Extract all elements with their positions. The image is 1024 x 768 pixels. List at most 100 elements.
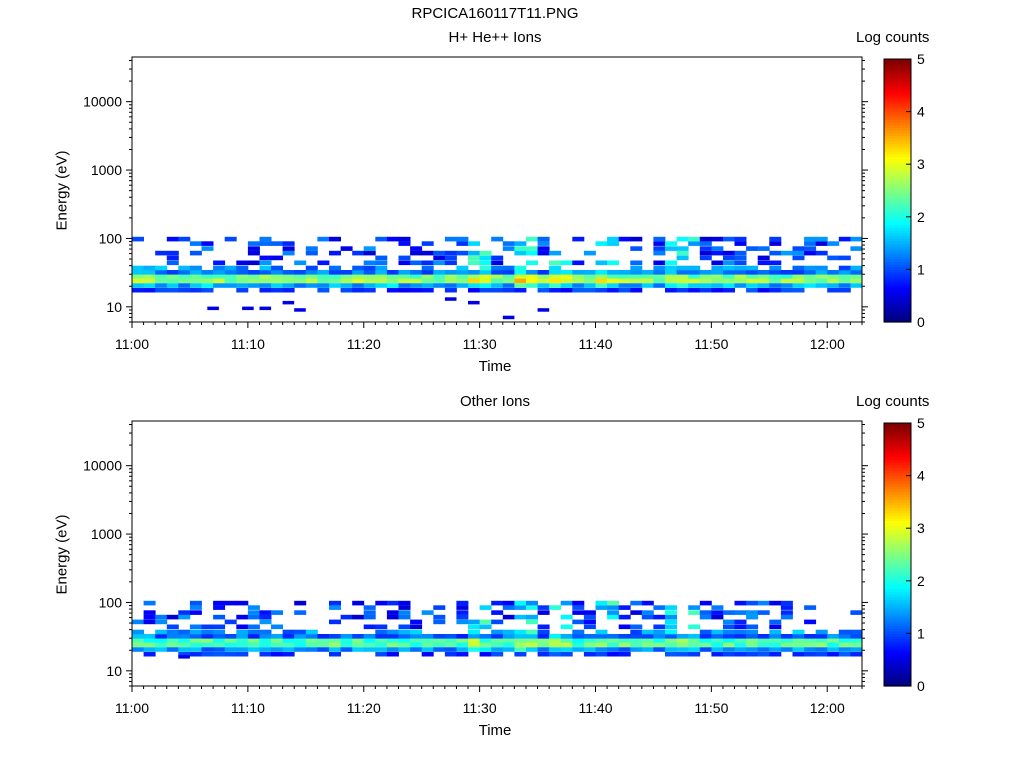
heatmap-cell [815,265,828,271]
heatmap-cell [780,600,793,606]
heatmap-cell [352,638,365,643]
colorbar-segment [884,266,911,270]
heatmap-cell [410,647,423,652]
heatmap-cell [780,634,793,639]
heatmap-cell [317,287,330,293]
heatmap-cell [398,624,411,630]
heatmap-cell [189,605,202,610]
heatmap-cell [665,647,677,652]
heatmap-cell [305,642,318,648]
heatmap-cell [352,287,365,293]
heatmap-cell [259,265,272,271]
heatmap-cell [502,647,515,652]
heatmap-cell [734,274,747,279]
heatmap-cell [224,278,237,284]
colorbar-segment [884,599,911,603]
heatmap-cell [271,634,283,639]
heatmap-cell [456,270,469,275]
heatmap-cell [224,274,237,279]
heatmap-cell [665,629,677,635]
colorbar-segment [884,612,911,616]
colorbar-segment [884,82,911,86]
colorbar-segment [884,604,911,608]
heatmap-cell [166,278,179,284]
heatmap-cell [549,274,562,279]
heatmap-cell [815,278,828,284]
heatmap-cell [607,236,620,242]
heatmap-cell [537,624,550,630]
heatmap-cell [653,274,666,279]
heatmap-cell [178,651,191,657]
heatmap-cell [549,260,562,266]
heatmap-cell [178,629,191,635]
heatmap-cell [526,270,538,275]
colorbar-segment [884,675,911,679]
heatmap-cell [583,651,596,657]
heatmap-cell [838,642,851,648]
heatmap-cell [375,283,388,288]
colorbar-segment [884,620,911,624]
heatmap-cell [688,624,701,630]
heatmap-cell [386,287,399,293]
heatmap-cell [375,260,388,266]
heatmap-cell [676,265,689,271]
heatmap-cell [607,634,620,639]
heatmap-cell [827,651,840,657]
heatmap-cell [363,250,376,256]
heatmap-cell [699,283,712,288]
heatmap-cell [132,265,144,271]
heatmap-cell [259,283,272,288]
colorbar-segment [884,87,911,92]
colorbar-segment [884,462,911,466]
heatmap-cell [723,287,735,293]
colorbar [884,423,911,687]
heatmap-cell [699,600,712,606]
heatmap-cell [468,647,480,652]
heatmap-cell [329,283,341,288]
heatmap-cell [792,634,805,639]
heatmap-cell [746,287,759,293]
heatmap-cell [329,642,341,648]
colorbar-segment [884,240,911,244]
heatmap-cell [444,250,457,256]
heatmap-cell [595,634,608,639]
heatmap-cell [259,287,272,293]
heatmap-cell [572,605,585,610]
colorbar-segment [884,264,911,268]
heatmap-cell [618,647,631,652]
colorbar-segment [884,588,911,592]
colorbar-tick-label: 0 [917,678,925,694]
heatmap-cell [386,638,399,643]
heatmap-cell [386,283,399,288]
heatmap-cell [757,287,770,293]
heatmap-cell [850,610,863,615]
heatmap-cell [688,287,701,293]
heatmap-cell [502,287,515,293]
colorbar-segment [884,657,911,661]
heatmap-cell [526,283,538,288]
heatmap-cell [526,642,538,648]
heatmap-cell [746,624,759,630]
heatmap-cell [433,278,446,284]
colorbar-segment [884,614,911,619]
heatmap-cell [537,274,550,279]
heatmap-cell [386,270,399,275]
heatmap-cell [456,250,469,256]
colorbar-segment [884,90,911,94]
heatmap-cell [247,647,260,652]
heatmap-cell [526,246,538,251]
heatmap-cell [780,270,793,275]
heatmap-cell [780,647,793,652]
heatmap-cell [618,638,631,643]
colorbar-segment [884,156,911,160]
heatmap-cell [236,270,249,275]
heatmap-cell [618,634,631,639]
colorbar-segment [884,499,911,503]
heatmap-cell [479,270,492,275]
heatmap-cell [537,605,550,610]
heatmap-cell [665,651,677,657]
heatmap-cell [247,278,260,284]
heatmap-cell [502,605,515,610]
y-tick-label: 1000 [91,162,122,178]
heatmap-cell [792,246,805,251]
